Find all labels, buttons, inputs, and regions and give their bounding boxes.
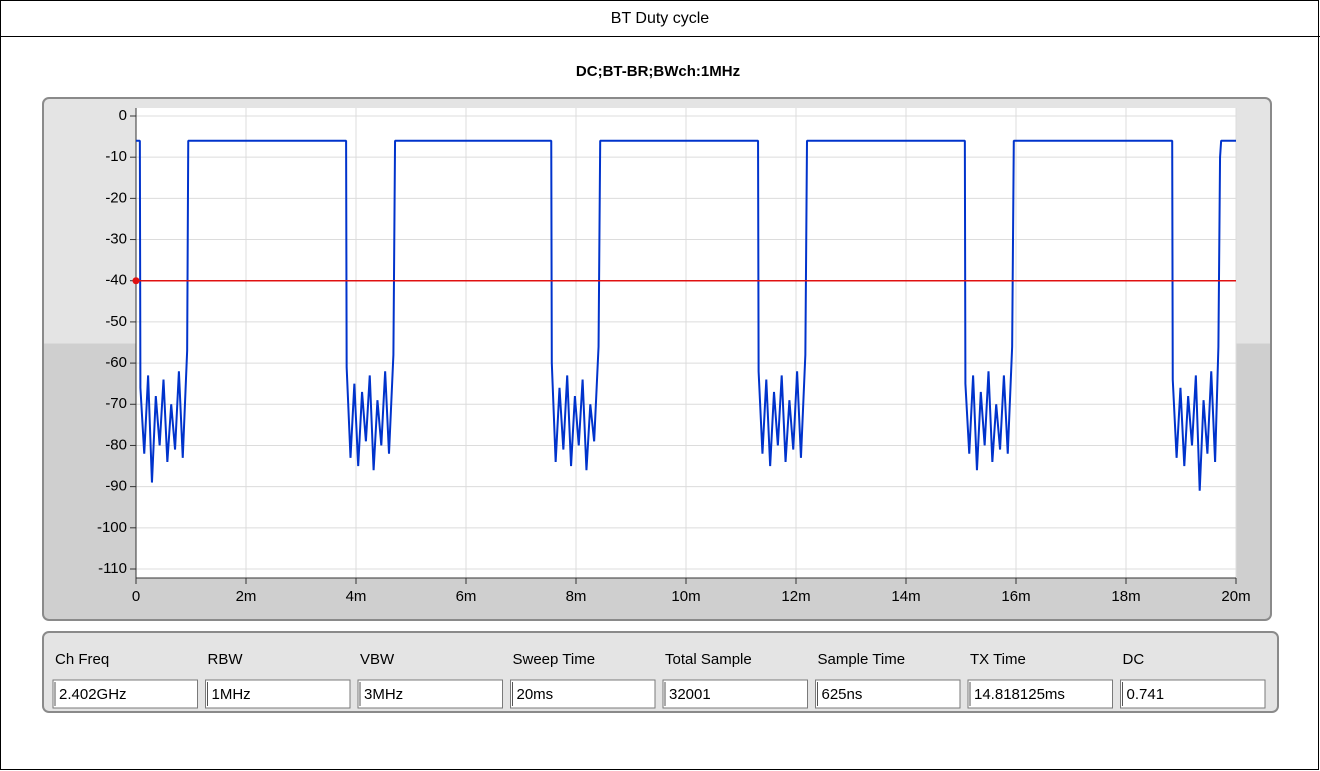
field-label: Total Sample (665, 651, 752, 668)
field-box (52, 679, 198, 709)
field-label: DC (1123, 651, 1145, 668)
field-label: VBW (360, 651, 395, 668)
info-table: Ch Freq 2.402GHz RBW 1MHz VBW 3MHz Sweep Time 2… (52, 651, 1266, 709)
field-box (967, 679, 1113, 709)
field-value: 2.402GHz (59, 686, 127, 703)
signal-line (136, 139, 1236, 491)
y-tick-label: -20 (105, 189, 127, 206)
field-box (357, 679, 503, 709)
y-tick-label: -70 (105, 395, 127, 412)
field-box (815, 679, 961, 709)
field-box (1120, 679, 1266, 709)
field-value: 3MHz (364, 686, 403, 703)
field-box (205, 679, 351, 709)
y-tick-label: -50 (105, 313, 127, 330)
y-tick-label: -10 (105, 148, 127, 165)
field-value: 1MHz (212, 686, 251, 703)
plot: 0 -10 -20 -30 -40 -50 -60 -70 -80 -90 -100 -110 0 2m 4… (97, 107, 1251, 605)
x-tick-label: 20m (1221, 588, 1250, 605)
x-tick-label: 14m (891, 588, 920, 605)
y-tick-label: 0 (119, 107, 127, 124)
y-tick-label: -40 (105, 272, 127, 289)
x-tick-label: 2m (236, 588, 257, 605)
chart-title: DC;BT-BR;BWch:1MHz (576, 63, 740, 80)
field-label: Ch Freq (55, 651, 109, 668)
field-label: TX Time (970, 651, 1026, 668)
x-tick-label: 8m (566, 588, 587, 605)
x-tick-label: 12m (781, 588, 810, 605)
y-tick-label: -100 (97, 519, 127, 536)
field-value: 0.741 (1127, 686, 1165, 703)
field-label: Sample Time (818, 651, 906, 668)
y-tick-label: -30 (105, 231, 127, 248)
y-tick-label: -90 (105, 478, 127, 495)
header-title: BT Duty cycle (611, 10, 710, 27)
field-box (662, 679, 808, 709)
threshold-marker (132, 277, 140, 285)
field-box (510, 679, 656, 709)
y-tick-label: -60 (105, 354, 127, 371)
field-label: Sweep Time (513, 651, 596, 668)
field-value: 32001 (669, 686, 711, 703)
x-tick-label: 6m (456, 588, 477, 605)
x-tick-label: 10m (671, 588, 700, 605)
field-value: 20ms (517, 686, 554, 703)
field-value: 625ns (822, 686, 863, 703)
y-tick-label: -80 (105, 436, 127, 453)
x-tick-label: 0 (132, 588, 140, 605)
field-value: 14.818125ms (974, 686, 1065, 703)
x-tick-label: 16m (1001, 588, 1030, 605)
y-tick-label: -110 (98, 560, 127, 577)
x-tick-label: 4m (346, 588, 367, 605)
field-label: RBW (208, 651, 244, 668)
x-tick-label: 18m (1111, 588, 1140, 605)
